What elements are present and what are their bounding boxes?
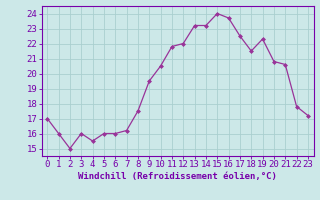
X-axis label: Windchill (Refroidissement éolien,°C): Windchill (Refroidissement éolien,°C)	[78, 172, 277, 181]
